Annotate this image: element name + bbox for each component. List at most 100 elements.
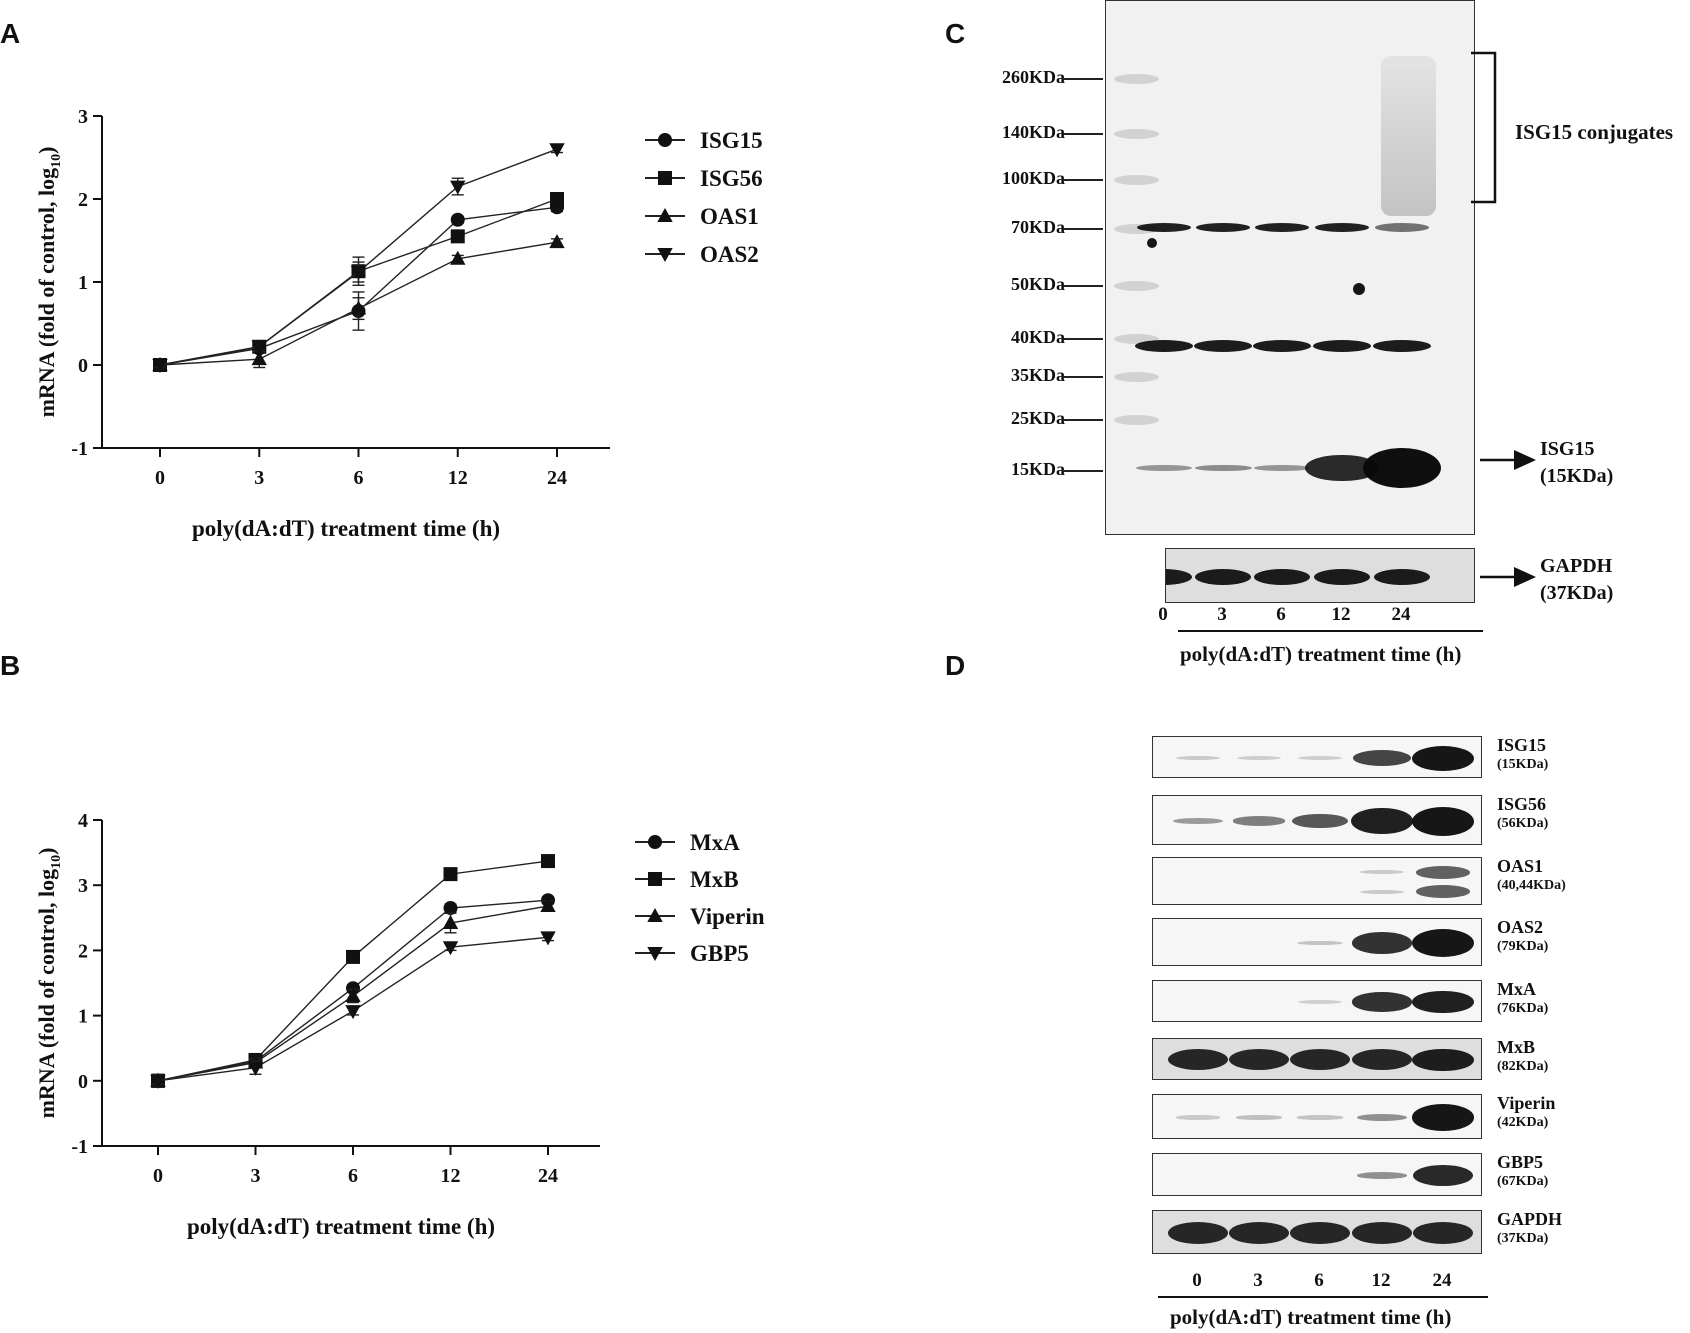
chart-a-series-oas1-point — [549, 234, 565, 249]
mw-marker-tick — [1063, 228, 1103, 230]
mw-marker-label: 260KDa — [1002, 67, 1065, 87]
chart-a-x-tick-label: 12 — [448, 467, 468, 489]
chart-a-x-tick-label: 0 — [155, 467, 165, 489]
mw-marker-label: 100KDa — [1002, 168, 1065, 188]
chart-a-x-label: poly(dA:dT) treatment time (h) — [192, 516, 500, 541]
mw-marker-label: 35KDa — [1011, 365, 1065, 385]
chart-a-series-oas2-point — [251, 340, 267, 355]
band-viperin — [1356, 1114, 1408, 1121]
strip-kda-label: (37KDa) — [1497, 1231, 1549, 1246]
band-40kda — [1253, 340, 1311, 352]
strip-protein-label: Viperin — [1497, 1093, 1556, 1113]
band-gapdh — [1289, 1222, 1351, 1244]
band-40kda — [1135, 340, 1193, 352]
isg15-band-kda: (15KDa) — [1540, 465, 1614, 487]
strip-kda-label: (56KDa) — [1497, 816, 1549, 831]
band-gapdh — [1351, 1222, 1413, 1244]
chart-a-x-tick-label: 24 — [547, 467, 567, 489]
ladder-band — [1114, 129, 1159, 139]
mw-marker-tick — [1063, 419, 1103, 421]
blot-c-lane-label: 12 — [1331, 604, 1351, 625]
band-70kda — [1375, 222, 1429, 232]
panel-letter-a: A — [0, 18, 21, 49]
mw-marker-label: 70KDa — [1011, 217, 1065, 237]
blot-d-strip-gbp5 — [1152, 1153, 1482, 1196]
artifact-dot — [1353, 283, 1365, 295]
band-gapdh — [1412, 1222, 1474, 1244]
chart-b-x-tick-label: 24 — [538, 1165, 558, 1187]
band-70kda — [1315, 222, 1369, 232]
chart-b-series-mxb-point — [443, 867, 458, 882]
band-isg15 — [1254, 464, 1310, 472]
isg15-conjugate-smear — [1381, 56, 1436, 216]
chart-a-series-isg15 — [153, 200, 564, 372]
ladder-band — [1114, 372, 1159, 382]
band-70kda — [1255, 222, 1309, 232]
gapdh-arrow-icon — [1480, 567, 1536, 587]
chart-a-series-isg56-point — [450, 229, 465, 244]
chart-b-legend-marker — [647, 907, 663, 922]
blot-d-lane-label: 12 — [1371, 1270, 1391, 1291]
chart-b-series-gbp5 — [150, 931, 556, 1089]
chart-b-legend-label: MxA — [690, 830, 740, 855]
band-40kda — [1313, 340, 1371, 352]
band-mxa — [1297, 999, 1343, 1004]
strip-protein-label: OAS2 — [1497, 917, 1544, 937]
strip-protein-label: OAS1 — [1497, 856, 1544, 876]
band-mxa — [1352, 992, 1412, 1012]
chart-a-y-label: mRNA (fold of control, log10) — [34, 147, 64, 418]
band-40kda — [1373, 340, 1431, 352]
blot-d-strip-mxa — [1152, 980, 1482, 1022]
chart-b-x-tick-label: 12 — [441, 1165, 461, 1187]
blot-d-strip-oas1 — [1152, 857, 1482, 905]
chart-b-series-mxb — [151, 854, 555, 1088]
band-gapdh — [1166, 569, 1192, 585]
blot-c-lane-label: 0 — [1158, 604, 1168, 625]
band-oas1 — [1359, 889, 1405, 894]
chart-a-series-oas2-point — [350, 266, 367, 281]
ladder-band — [1114, 281, 1159, 291]
chart-a-legend-marker — [658, 171, 672, 185]
strip-kda-label: (40,44KDa) — [1497, 878, 1566, 893]
chart-b-series-viperin-point — [540, 898, 556, 913]
chart-b-legend-label: MxB — [690, 867, 739, 892]
blot-d-xlabel: poly(dA:dT) treatment time (h) — [1170, 1305, 1452, 1329]
blot-c-lane-label: 6 — [1276, 604, 1286, 625]
band-isg56 — [1232, 816, 1286, 826]
band-isg15 — [1297, 755, 1343, 760]
mw-marker-label: 40KDa — [1011, 327, 1065, 347]
band-gapdh — [1167, 1222, 1229, 1244]
chart-b-y-tick-label: 0 — [78, 1071, 88, 1093]
strip-protein-label: MxB — [1497, 1037, 1535, 1057]
blot-c-gapdh-strip — [1165, 548, 1475, 603]
blot-d-strip-gapdh — [1152, 1210, 1482, 1254]
strip-protein-label: ISG15 — [1497, 735, 1547, 755]
strip-kda-label: (79KDa) — [1497, 939, 1549, 954]
band-isg56 — [1412, 806, 1474, 836]
chart-b-y-tick-label: 1 — [78, 1006, 88, 1028]
strip-protein-label: ISG56 — [1497, 794, 1547, 814]
gapdh-kda: (37KDa) — [1540, 582, 1614, 604]
chart-a-y-tick-label: -1 — [71, 438, 88, 460]
band-oas1 — [1359, 870, 1405, 875]
blot-c-lane-rule — [1178, 630, 1483, 632]
chart-a-series-isg15-point — [450, 212, 465, 227]
gapdh-label: GAPDH — [1540, 555, 1613, 577]
band-oas2 — [1297, 940, 1343, 946]
band-viperin — [1236, 1115, 1282, 1120]
blot-d-strip-viperin — [1152, 1094, 1482, 1139]
band-mxb — [1289, 1049, 1351, 1071]
strip-kda-label: (42KDa) — [1497, 1115, 1549, 1130]
band-gbp5 — [1356, 1172, 1408, 1179]
blot-d-lane-rule — [1158, 1296, 1488, 1298]
chart-b-series-gbp5-point — [540, 931, 556, 946]
band-isg15 — [1412, 745, 1474, 771]
blot-c-main-membrane — [1105, 0, 1475, 535]
chart-a-legend-label: ISG56 — [700, 166, 763, 191]
blot-d-strip-oas2 — [1152, 918, 1482, 966]
band-oas2 — [1352, 932, 1412, 954]
chart-b-series-mxb-point — [346, 949, 360, 964]
strip-kda-label: (67KDa) — [1497, 1174, 1549, 1189]
chart-b-series-viperin-point — [442, 914, 459, 929]
chart-a-series-oas1-point — [251, 351, 267, 366]
